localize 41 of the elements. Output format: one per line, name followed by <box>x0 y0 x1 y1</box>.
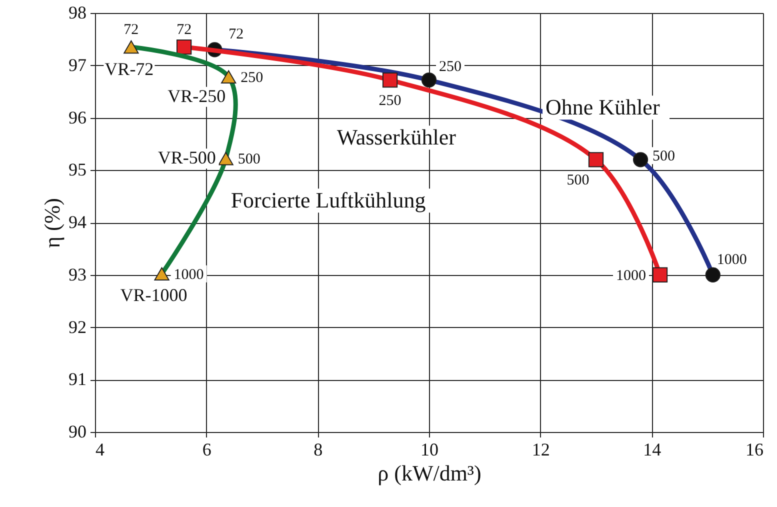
y-tick-label: 91 <box>68 369 86 390</box>
annotation: 1000 <box>174 266 204 283</box>
x-tick-label: 14 <box>643 440 662 460</box>
x-tick-label: 6 <box>202 440 212 460</box>
annotation: 250 <box>439 59 462 76</box>
annotation: 500 <box>652 148 676 165</box>
point <box>588 152 604 168</box>
annotation: 500 <box>238 152 260 168</box>
y-tick-label: 95 <box>68 160 86 180</box>
annotation: 72 <box>176 22 192 38</box>
x-tick-label: 12 <box>532 440 550 460</box>
annotation: 1000 <box>716 252 747 268</box>
annotation: 1000 <box>616 268 646 284</box>
x-tick-label: 8 <box>314 440 323 460</box>
point <box>382 72 398 88</box>
annotation: VR-500 <box>158 148 216 168</box>
series-label: Ohne Kühler <box>546 94 660 120</box>
annotation: 500 <box>566 172 590 189</box>
annotation: VR-250 <box>168 86 226 106</box>
annotation: 250 <box>378 93 402 110</box>
annotation: 72 <box>124 22 139 38</box>
point <box>176 39 192 55</box>
y-tick-label: 94 <box>68 212 86 232</box>
y-tick-label: 93 <box>68 264 86 284</box>
y-tick-label: 90 <box>68 422 86 442</box>
y-tick-label: 96 <box>68 107 86 128</box>
x-axis-title: ρ (kW/dm³) <box>378 460 482 486</box>
y-tick-label: 92 <box>68 316 86 337</box>
x-tick-label: 4 <box>96 440 104 460</box>
series-label: Wasserkühler <box>336 124 457 150</box>
annotation: VR-1000 <box>120 284 188 305</box>
point <box>652 267 668 282</box>
y-tick-label: 97 <box>68 54 86 75</box>
series-label: Forcierte Luftkühlung <box>230 188 426 213</box>
x-tick-label: 16 <box>746 440 764 460</box>
y-axis-title: η (%) <box>40 198 64 248</box>
annotation: VR-72 <box>104 59 154 80</box>
x-tick-label: 10 <box>420 440 438 460</box>
annotation: 72 <box>228 26 244 43</box>
annotation: 250 <box>240 70 264 86</box>
y-tick-label: 98 <box>68 2 86 22</box>
